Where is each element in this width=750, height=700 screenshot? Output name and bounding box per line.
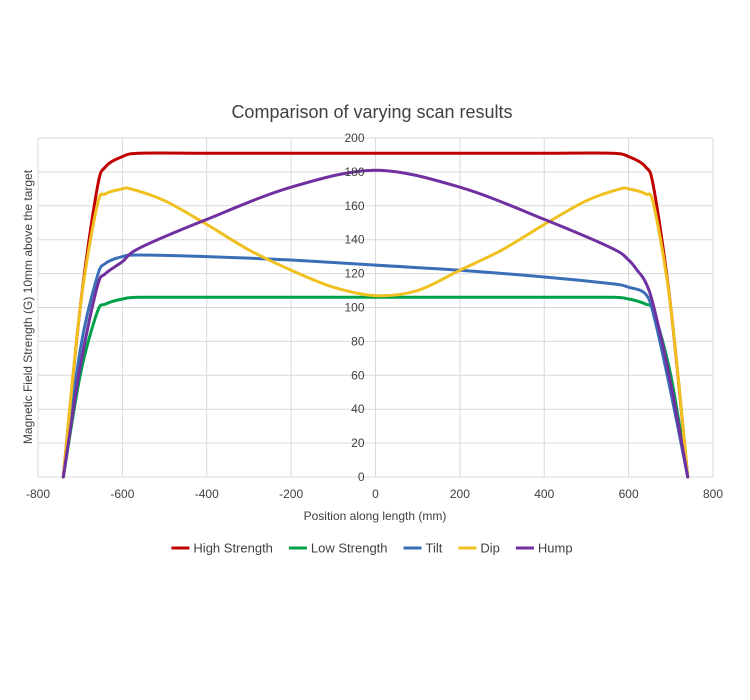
y-tick-label: 160 <box>344 199 364 213</box>
y-tick-label: 60 <box>351 368 365 382</box>
series-line-tilt <box>61 253 690 479</box>
legend-label: Hump <box>538 541 573 556</box>
legend-item-hump: Hump <box>515 541 573 556</box>
series-line-hump <box>61 168 690 479</box>
series-line-low-strength <box>61 295 690 479</box>
y-tick-label: 40 <box>351 402 365 416</box>
chart-title: Comparison of varying scan results <box>231 102 512 122</box>
tick-labels: 0 20 40 60 80 100 120 140 160 180 200 -800 -600 -400 -… <box>26 131 723 501</box>
x-axis-label: Position along length (mm) <box>304 509 447 523</box>
y-tick-label: 140 <box>344 233 364 247</box>
y-axis-label: Magnetic Field Strength (G) 10mm above t… <box>21 169 35 444</box>
legend-label: Low Strength <box>311 541 388 556</box>
legend-item-dip: Dip <box>458 541 500 556</box>
legend-label: High Strength <box>193 541 273 556</box>
gridlines <box>37 137 714 478</box>
legend: High Strength Low Strength Tilt Dip Hump <box>171 541 573 556</box>
series-line-dip <box>61 186 690 479</box>
x-tick-label: 800 <box>703 487 723 501</box>
legend-item-low-strength: Low Strength <box>288 541 388 556</box>
x-tick-label: 0 <box>372 487 379 501</box>
x-tick-label: -200 <box>279 487 303 501</box>
x-tick-label: 400 <box>534 487 554 501</box>
series-lines <box>61 151 690 479</box>
x-tick-label: -400 <box>195 487 219 501</box>
y-tick-label: 180 <box>344 165 364 179</box>
legend-item-high-strength: High Strength <box>171 541 273 556</box>
y-tick-label: 200 <box>344 131 364 145</box>
x-tick-label: 600 <box>619 487 639 501</box>
y-tick-label: 80 <box>351 334 365 348</box>
y-tick-label: 120 <box>344 267 364 281</box>
x-tick-label: -600 <box>110 487 134 501</box>
series-line-high-strength <box>61 151 690 479</box>
y-tick-label: 100 <box>344 301 364 315</box>
x-tick-label: -800 <box>26 487 50 501</box>
x-tick-label: 200 <box>450 487 470 501</box>
legend-item-tilt: Tilt <box>403 541 443 556</box>
y-tick-label: 20 <box>351 436 365 450</box>
y-tick-label: 0 <box>358 470 365 484</box>
legend-label: Tilt <box>426 541 443 556</box>
legend-label: Dip <box>480 541 500 556</box>
